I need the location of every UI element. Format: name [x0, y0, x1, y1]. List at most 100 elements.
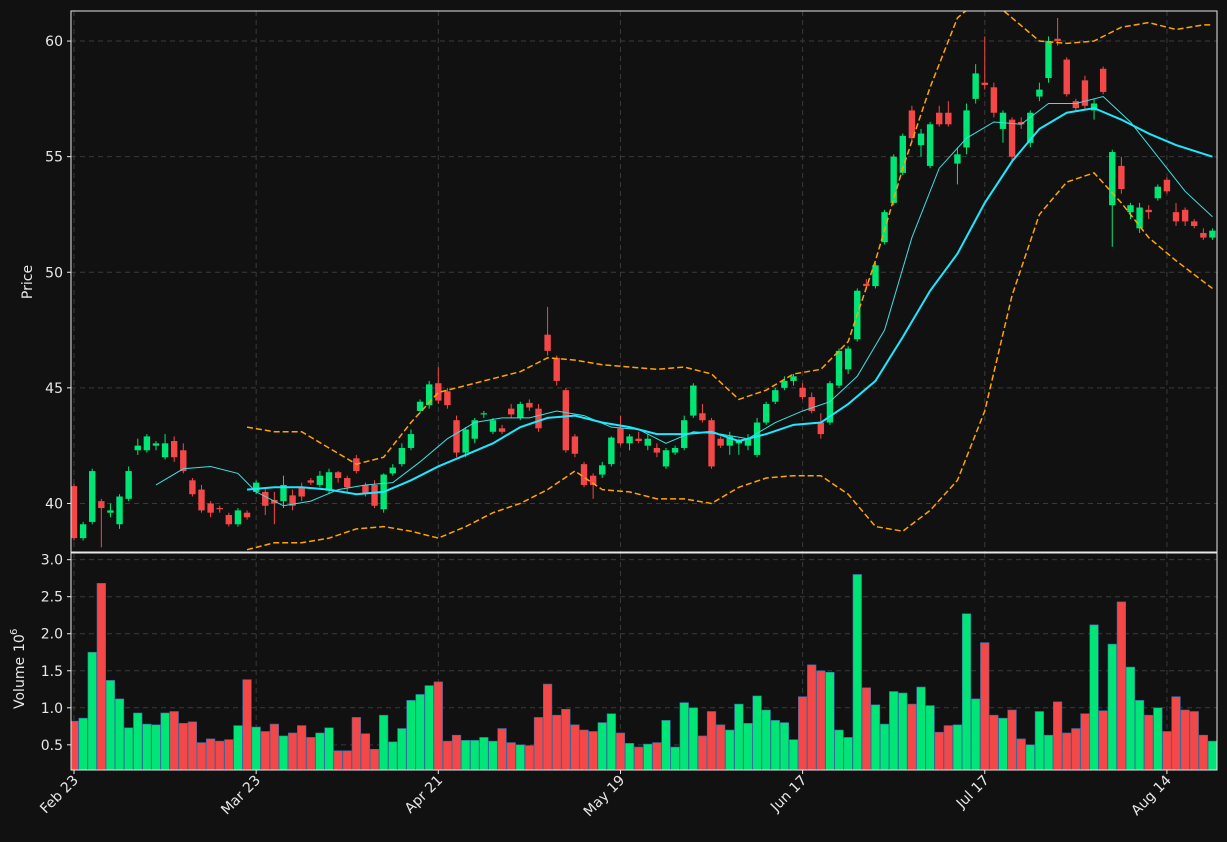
volume-bar — [870, 704, 881, 770]
volume-bar — [1062, 732, 1072, 770]
candle-body — [617, 428, 624, 444]
candle-body — [890, 156, 897, 203]
volume-bar — [169, 711, 179, 770]
candle-body — [772, 390, 779, 402]
volume-bar — [524, 745, 534, 770]
candle-body — [489, 420, 497, 432]
candle-body — [1209, 230, 1216, 238]
candle-body — [863, 283, 870, 287]
volume-bar — [752, 695, 762, 770]
volume-label: Volume — [12, 657, 28, 709]
candle-body — [1081, 80, 1089, 106]
volume-bar — [306, 737, 316, 770]
volume-bar — [788, 739, 799, 770]
candle-body — [1017, 121, 1025, 125]
candle-body — [398, 447, 406, 465]
candle-body — [170, 441, 178, 458]
volume-bar — [160, 712, 170, 770]
volume-bar — [78, 717, 88, 770]
volume-bar — [315, 732, 325, 770]
volume-bar — [734, 703, 744, 770]
volume-bar — [770, 720, 780, 770]
candle-body — [744, 438, 752, 446]
candle-body — [553, 357, 560, 381]
candle-body — [1072, 101, 1080, 109]
volume-bar — [96, 583, 106, 770]
volume-bar — [998, 717, 1008, 770]
candle-body — [116, 496, 123, 525]
candle-body — [990, 87, 998, 113]
candle-body — [589, 475, 597, 485]
candle-body — [926, 124, 934, 166]
volume-bar — [278, 735, 289, 770]
volume-bar — [889, 691, 899, 770]
volume-bar — [925, 705, 935, 770]
candle-body — [362, 484, 369, 494]
volume-bar — [716, 724, 726, 770]
candle-body — [1109, 152, 1116, 206]
candle-body — [799, 387, 806, 398]
candle-body — [936, 112, 943, 125]
volume-bar — [852, 574, 862, 770]
volume-bar — [333, 750, 343, 770]
volume-bar — [215, 740, 225, 770]
volume-bar — [861, 687, 871, 770]
volume-bar — [1080, 713, 1090, 770]
volume-bar — [743, 723, 753, 770]
candle-body — [471, 420, 478, 439]
candle-body — [152, 443, 160, 446]
candle-body — [835, 350, 843, 386]
volume-bar — [1134, 700, 1145, 770]
volume-bar — [624, 743, 635, 770]
volume-bar — [360, 733, 371, 770]
candle-body — [844, 348, 852, 370]
volume-bar — [843, 737, 853, 770]
candle-body — [872, 265, 879, 287]
volume-bar — [1089, 624, 1099, 770]
volume-bar — [825, 671, 835, 770]
volume-bar — [178, 723, 188, 770]
volume-bar — [1144, 714, 1154, 770]
candle-body — [644, 438, 651, 446]
candle-body — [207, 503, 214, 513]
candle-body — [999, 112, 1007, 129]
volume-bar — [652, 742, 662, 770]
candle-body — [1163, 179, 1171, 192]
y-tick-label: 55 — [45, 150, 63, 166]
volume-bar — [114, 698, 125, 770]
volume-bar — [187, 721, 198, 770]
volume-bar — [297, 725, 307, 770]
candle-body — [107, 510, 114, 513]
candle-body — [1172, 212, 1180, 222]
candle-body — [71, 486, 78, 539]
volume-bar — [542, 683, 553, 770]
volume-bar — [287, 732, 298, 770]
candle-body — [908, 110, 916, 139]
candle-body — [1200, 232, 1207, 238]
volume-bar — [479, 737, 489, 770]
candle-body — [945, 112, 952, 125]
candle-body — [444, 391, 451, 406]
volume-bar — [588, 731, 598, 770]
volume-bar — [679, 702, 689, 770]
candle-body — [753, 422, 761, 455]
candle-body — [389, 467, 396, 474]
volume-bar — [515, 744, 525, 770]
volume-bar — [206, 738, 216, 770]
candle-body — [243, 512, 251, 518]
volume-bar — [451, 734, 462, 770]
volume-bar — [1043, 734, 1054, 770]
volume-bar — [470, 740, 480, 770]
volume-bar — [561, 708, 571, 770]
y-tick-label: 3.0 — [41, 553, 63, 569]
line-series — [246, 11, 1213, 465]
candle-body — [225, 515, 233, 525]
volume-bar — [1025, 744, 1035, 770]
candle-body — [180, 450, 187, 472]
candle-body — [963, 110, 970, 148]
candle-body — [1008, 119, 1016, 157]
volume-bar — [916, 686, 926, 770]
line-series — [246, 107, 1213, 496]
